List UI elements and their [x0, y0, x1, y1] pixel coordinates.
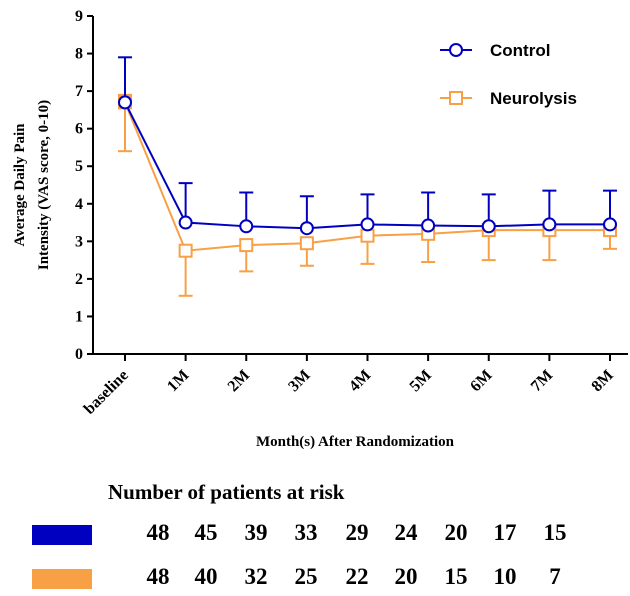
y-tick-label: 8: [75, 46, 83, 63]
risk-table-row: 48 40 32 25 22 20 15 10 7: [0, 564, 630, 594]
risk-count: 25: [294, 564, 318, 589]
data-point: [239, 238, 254, 253]
x-tick-label: 4M: [346, 367, 374, 395]
y-tick-label: 4: [75, 196, 83, 213]
data-point: [421, 218, 436, 233]
series-control: [118, 56, 617, 236]
y-tick-label: 5: [75, 158, 83, 175]
risk-count: 22: [345, 564, 369, 589]
legend: Control Neurolysis: [440, 41, 577, 108]
legend-marker: [449, 91, 463, 105]
risk-count: 45: [194, 520, 218, 545]
risk-count: 40: [194, 564, 218, 589]
y-tick-label: 2: [75, 271, 83, 288]
risk-count: 20: [444, 520, 468, 545]
x-axis-title: Month(s) After Randomization: [256, 434, 455, 450]
risk-count: 17: [493, 520, 517, 545]
risk-count: 48: [146, 520, 170, 545]
x-tick-label: baseline: [81, 367, 132, 418]
y-tick-label: 6: [75, 121, 83, 138]
x-tick-label: 3M: [285, 367, 313, 395]
data-point: [360, 217, 375, 232]
y-tick-label: 7: [75, 83, 83, 100]
x-tick-label: 6M: [467, 367, 495, 395]
x-tick-label: 2M: [225, 367, 253, 395]
risk-count: 10: [493, 564, 517, 589]
data-point: [299, 221, 314, 236]
risk-count: 29: [345, 520, 369, 545]
y-tick-label: 3: [75, 233, 83, 250]
legend-marker: [449, 43, 463, 57]
data-point: [178, 243, 193, 258]
x-tick-label: 5M: [407, 367, 435, 395]
chart: 0 1 2 3 4 5 6 7 8 9 baseline 1M 2M 3M 4M 5M 6M 7M 8M Contr…: [12, 8, 628, 450]
y-axis-title-line-1: Average Daily Pain: [12, 123, 28, 247]
risk-table-row: 48 45 39 33 29 24 20 17 15: [0, 520, 630, 550]
y-tick-label: 0: [75, 346, 83, 363]
series-layer: [118, 56, 617, 297]
data-point: [239, 219, 254, 234]
data-point: [178, 215, 193, 230]
risk-count: 24: [394, 520, 418, 545]
x-tick-label: 7M: [528, 367, 556, 395]
risk-count: 15: [543, 520, 567, 545]
y-tick-label: 9: [75, 8, 83, 25]
data-point: [118, 95, 132, 110]
data-point: [360, 228, 375, 243]
legend-label: Neurolysis: [490, 89, 577, 108]
risk-count: 48: [146, 564, 170, 589]
x-tick-label: 8M: [588, 367, 616, 395]
risk-row-swatch: [32, 525, 92, 545]
data-point: [603, 217, 617, 232]
data-point: [481, 219, 496, 234]
y-axis-title-line-2: Intensity (VAS score, 0-10): [36, 100, 52, 270]
risk-count: 15: [444, 564, 468, 589]
risk-count: 39: [244, 520, 268, 545]
data-point: [299, 236, 314, 251]
risk-row-swatch: [32, 569, 92, 589]
risk-table-title: Number of patients at risk: [108, 480, 345, 504]
legend-label: Control: [490, 41, 550, 60]
y-tick-label: 1: [75, 308, 83, 325]
data-point: [542, 217, 557, 232]
axes: 0 1 2 3 4 5 6 7 8 9 baseline 1M 2M 3M 4M 5M 6M 7M 8M: [75, 8, 628, 418]
risk-count: 7: [549, 564, 561, 589]
risk-count: 32: [244, 564, 268, 589]
risk-count: 20: [394, 564, 418, 589]
x-tick-label: 1M: [164, 367, 192, 395]
risk-count: 33: [294, 520, 318, 545]
